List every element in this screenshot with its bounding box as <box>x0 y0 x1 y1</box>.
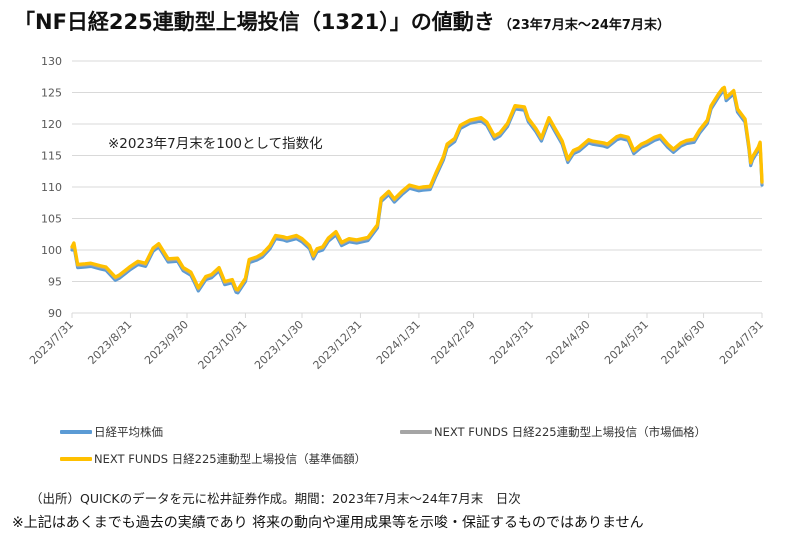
y-tick-label-105: 105 <box>41 213 62 226</box>
x-tick-label-0: 2023/7/31 <box>27 318 76 367</box>
chart-title-main: 「NF日経225連動型上場投信（1321）」の値動き <box>14 10 495 34</box>
source-note: （出所）QUICKのデータを元に松井証券作成。期間：2023年7月末～24年7月… <box>30 491 521 506</box>
x-tick-label-3: 2023/10/31 <box>196 318 250 372</box>
legend-label-market-price: NEXT FUNDS 日経225連動型上場投信（市場価格） <box>434 425 707 439</box>
series-line-1 <box>70 87 764 293</box>
x-tick-label-1: 2023/8/31 <box>85 318 134 367</box>
legend-item-market-price: NEXT FUNDS 日経225連動型上場投信（市場価格） <box>400 424 706 440</box>
series-lines <box>70 85 764 295</box>
legend-swatch-nav <box>60 457 92 461</box>
legend-swatch-nikkei <box>60 430 92 434</box>
x-tick-label-2: 2023/9/30 <box>142 318 191 367</box>
series-line-2 <box>70 85 764 292</box>
legend-label-nav: NEXT FUNDS 日経225連動型上場投信（基準価額） <box>94 452 367 466</box>
x-tick-label-5: 2023/12/31 <box>311 318 365 372</box>
x-tick-label-9: 2024/4/30 <box>544 318 593 367</box>
y-axis-ticks: 90 95 100 105 110 115 120 125 130 <box>41 55 62 320</box>
series-line-0 <box>70 89 764 295</box>
x-tick-label-12: 2024/7/31 <box>717 318 766 367</box>
y-tick-label-100: 100 <box>41 244 62 257</box>
legend-label-nikkei: 日経平均株価 <box>94 425 163 439</box>
index-note: ※2023年7月末を100として指数化 <box>108 136 323 152</box>
y-tick-label-95: 95 <box>48 276 62 289</box>
x-tick-label-11: 2024/6/30 <box>659 318 708 367</box>
x-tick-label-6: 2024/1/31 <box>374 318 423 367</box>
y-tick-label-130: 130 <box>41 55 62 68</box>
x-tick-label-7: 2024/2/29 <box>429 318 478 367</box>
legend-item-nikkei: 日経平均株価 <box>60 424 163 440</box>
y-tick-label-90: 90 <box>48 307 62 320</box>
legend-swatch-market-price <box>400 430 432 434</box>
chart-subtitle: （23年7月末～24年7月末） <box>498 18 670 33</box>
x-axis-ticks: 2023/7/31 2023/8/31 2023/9/30 2023/10/31 202… <box>27 313 766 372</box>
y-tick-label-120: 120 <box>41 118 62 131</box>
chart-title: 「NF日経225連動型上場投信（1321）」の値動き （23年7月末～24年7月末… <box>14 6 670 36</box>
legend-item-nav: NEXT FUNDS 日経225連動型上場投信（基準価額） <box>60 451 366 467</box>
disclaimer: ※上記はあくまでも過去の実績であり 将来の動向や運用成果等を示唆・保証するもので… <box>12 515 644 531</box>
x-tick-label-4: 2023/11/30 <box>252 318 306 372</box>
x-tick-label-8: 2024/3/31 <box>487 318 536 367</box>
y-tick-label-115: 115 <box>41 150 62 163</box>
x-tick-label-10: 2024/5/31 <box>602 318 651 367</box>
y-tick-label-110: 110 <box>41 181 62 194</box>
y-tick-label-125: 125 <box>41 87 62 100</box>
